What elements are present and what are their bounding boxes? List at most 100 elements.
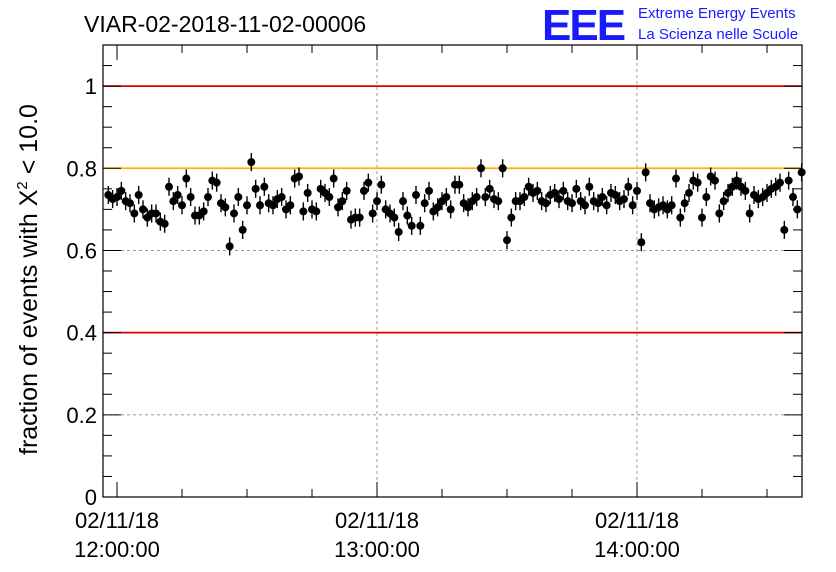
data-point <box>234 193 243 202</box>
data-point <box>130 209 139 218</box>
data-point <box>199 207 208 216</box>
y-tick-label: 0 <box>85 485 97 510</box>
data-point <box>295 172 303 181</box>
data-point <box>559 186 568 195</box>
data-point <box>641 168 650 177</box>
data-point <box>368 209 377 218</box>
data-point <box>611 190 620 199</box>
data-point <box>329 174 338 183</box>
svg-text:EEE: EEE <box>542 1 625 50</box>
data-point <box>134 190 143 199</box>
y-axis-label: fraction of events with X2 < 10.0 <box>14 104 43 455</box>
data-point <box>182 174 191 183</box>
data-point <box>533 186 542 195</box>
data-point <box>360 186 368 195</box>
data-point <box>117 186 126 195</box>
data-point <box>507 213 516 222</box>
data-point <box>425 186 433 195</box>
data-point <box>390 213 399 222</box>
data-point <box>637 238 646 247</box>
x-tick-label-time: 13:00:00 <box>334 537 420 562</box>
data-point <box>416 221 425 230</box>
data-point <box>442 193 451 202</box>
data-point <box>204 193 212 202</box>
data-point <box>325 193 334 202</box>
data-point <box>498 164 507 173</box>
data-point <box>152 209 160 218</box>
data-point <box>160 219 169 228</box>
eee-logo: EEE Extreme Energy Events La Scienza nel… <box>542 1 798 50</box>
data-point <box>420 199 429 208</box>
data-point <box>169 197 178 206</box>
data-point <box>685 188 693 197</box>
data-point <box>780 225 789 234</box>
data-point <box>715 209 724 218</box>
data-point <box>269 201 277 210</box>
data-point <box>433 203 442 212</box>
data-point <box>446 205 455 214</box>
data-point <box>585 182 594 191</box>
chart-title: VIAR-02-2018-11-02-00006 <box>84 11 366 37</box>
grid-lines <box>103 45 802 497</box>
data-point <box>412 190 420 199</box>
data-point <box>646 199 654 208</box>
data-point <box>741 186 750 195</box>
data-point <box>719 197 728 206</box>
svg-text:Extreme Energy Events: Extreme Energy Events <box>638 5 796 22</box>
y-axis-ticks: 0 0.2 0.4 0.6 0.8 1 <box>66 65 802 510</box>
data-point <box>221 203 230 212</box>
data-point <box>555 195 563 204</box>
data-point <box>624 182 633 191</box>
data-point <box>178 201 186 210</box>
data-point <box>602 201 611 210</box>
data-point <box>407 221 416 230</box>
y-tick-label: 0.4 <box>66 321 97 346</box>
data-point <box>472 193 481 202</box>
data-point <box>403 211 412 220</box>
data-point <box>732 176 741 185</box>
data-point <box>481 193 490 202</box>
data-point <box>126 199 134 208</box>
data-point <box>698 213 706 222</box>
data-point <box>260 182 269 191</box>
data-point <box>633 186 641 195</box>
data-point <box>238 225 247 234</box>
data-point <box>186 193 195 202</box>
data-point <box>277 193 286 202</box>
y-tick-label: 0.6 <box>66 238 97 263</box>
data-point <box>693 178 702 187</box>
data-point <box>745 209 754 218</box>
data-point <box>394 227 403 236</box>
data-point <box>776 178 784 187</box>
data-point <box>338 197 347 206</box>
data-point <box>230 209 238 218</box>
data-point <box>256 201 264 210</box>
x-tick-label-date: 02/11/18 <box>595 508 679 533</box>
data-point <box>680 199 689 208</box>
data-point <box>139 205 147 214</box>
data-point <box>455 180 464 189</box>
data-point <box>399 197 407 206</box>
data-point <box>312 207 321 216</box>
data-point <box>524 182 533 191</box>
x-tick-label-time: 12:00:00 <box>74 537 160 562</box>
data-point <box>113 193 121 202</box>
data-point <box>464 203 472 212</box>
data-point <box>364 178 373 187</box>
data-point <box>251 184 260 193</box>
data-point <box>702 193 711 202</box>
x-axis-ticks: 02/11/18 12:00:00 02/11/18 13:00:00 02/11/18… <box>74 45 768 562</box>
data-point <box>299 207 308 216</box>
data-point <box>672 174 680 183</box>
data-point <box>784 176 793 185</box>
y-tick-label: 0.2 <box>66 403 97 428</box>
data-point <box>373 197 381 206</box>
data-point <box>520 193 529 202</box>
svg-text:La Scienza nelle Scuole: La Scienza nelle Scuole <box>638 26 798 43</box>
data-point <box>724 188 732 197</box>
data-point <box>477 164 485 173</box>
data-point <box>598 193 607 202</box>
x-tick-label-date: 02/11/18 <box>335 508 419 533</box>
data-point <box>550 188 559 197</box>
